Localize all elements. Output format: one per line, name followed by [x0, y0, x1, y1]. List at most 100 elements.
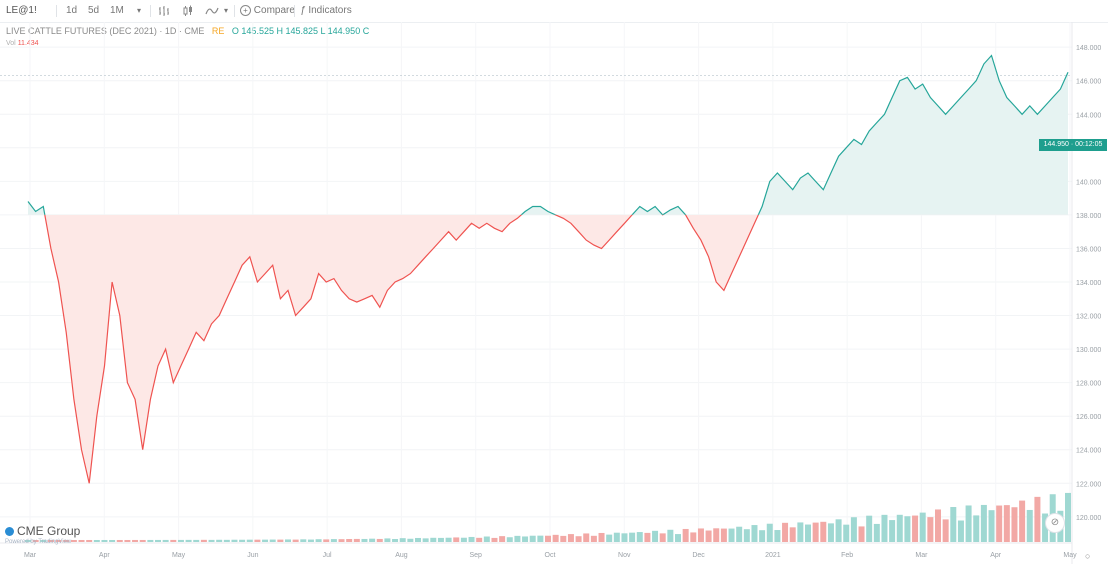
volume-bar [529, 535, 536, 542]
volume-value: 11.434 [17, 40, 39, 47]
interval-5d[interactable]: 5d [88, 5, 100, 16]
volume-bar [269, 539, 276, 542]
volume-bar [32, 540, 39, 542]
volume-bar [407, 538, 414, 542]
price-chart[interactable]: 148.000146.000144.000142.000140.000138.0… [0, 22, 1108, 564]
auto-scale-icon[interactable]: ⊘ [1045, 513, 1065, 533]
volume-bar [537, 535, 544, 542]
volume-bar [728, 528, 735, 542]
volume-bar [223, 539, 230, 542]
volume-bar [774, 530, 781, 542]
y-tick-label: 120.000 [1076, 515, 1101, 522]
x-tick-label: Dec [692, 552, 705, 559]
volume-bar [208, 539, 215, 542]
volume-bar [927, 517, 934, 542]
volume-bar [759, 530, 766, 542]
line-chart-icon[interactable] [205, 5, 219, 17]
cme-logo-text: CME Group [17, 524, 81, 538]
volume-bar [506, 537, 513, 542]
settings-icon[interactable]: ○ [1085, 551, 1091, 561]
compare-button[interactable]: + Compare [240, 5, 295, 17]
volume-bar [216, 539, 223, 542]
volume-bar [743, 529, 750, 542]
interval-1d[interactable]: 1d [66, 5, 78, 16]
volume-bar [636, 532, 643, 542]
volume-bar [1034, 496, 1041, 542]
volume-bar [514, 535, 521, 542]
volume-bar [621, 533, 628, 542]
volume-bar [468, 536, 475, 542]
volume-bar [843, 524, 850, 542]
indicators-button[interactable]: ƒ Indicators [300, 5, 352, 17]
volume-bar [361, 538, 368, 542]
volume-bar [950, 507, 957, 542]
y-tick-label: 144.000 [1076, 112, 1101, 119]
volume-bar [812, 522, 819, 542]
volume-bar [231, 539, 238, 542]
volume-bar [499, 536, 506, 542]
x-tick-label: Apr [990, 552, 1002, 559]
volume-bar [782, 522, 789, 542]
y-tick-label: 136.000 [1076, 246, 1101, 253]
volume-bar [307, 539, 314, 542]
bar-chart-icon[interactable] [158, 5, 170, 17]
y-tick-label: 132.000 [1076, 314, 1101, 321]
x-tick-label: May [1063, 552, 1077, 559]
symbol-search[interactable]: LE@1! [6, 5, 37, 16]
y-tick-label: 134.000 [1076, 280, 1101, 287]
volume-bar [330, 539, 337, 542]
volume-bar [583, 533, 590, 542]
candles-icon[interactable] [182, 5, 194, 17]
volume-bar [935, 509, 941, 542]
volume-bar [63, 539, 70, 542]
volume-bar [437, 537, 444, 542]
volume-bar [575, 536, 582, 542]
x-tick-label: Feb [841, 552, 853, 559]
x-tick-label: Mar [24, 552, 37, 559]
volume-bar [629, 532, 636, 542]
volume-bar [476, 537, 483, 542]
chevron-down-icon[interactable]: ▾ [224, 6, 229, 15]
volume-bar [1019, 500, 1026, 542]
area-fill-up [28, 55, 1068, 215]
powered-by: Powered by TradingView [5, 539, 72, 545]
x-tick-label: Apr [99, 552, 111, 559]
volume-bar [116, 539, 123, 542]
volume-bar [445, 537, 452, 542]
volume-bar [850, 517, 857, 542]
volume-bar [109, 539, 116, 542]
y-tick-label: 146.000 [1076, 79, 1101, 86]
volume-bar [491, 537, 498, 542]
cme-logo: CME Group [5, 524, 80, 538]
volume-bar [47, 539, 54, 542]
volume-bar [246, 539, 253, 542]
volume-bar [789, 527, 796, 542]
volume-bar [40, 539, 47, 542]
volume-bar [315, 539, 322, 542]
volume-bar [170, 539, 177, 542]
volume-bar [323, 539, 330, 542]
volume-bar [1065, 492, 1071, 542]
interval-1m[interactable]: 1M [110, 5, 124, 16]
volume-bar [705, 530, 712, 542]
volume-bar [132, 539, 139, 542]
price-axis[interactable]: 148.000146.000144.000142.000140.000138.0… [1076, 45, 1101, 522]
volume-bar [453, 537, 460, 542]
volume-bar [690, 532, 697, 542]
compare-label: Compare [253, 5, 295, 17]
volume-bar [399, 538, 406, 542]
time-axis[interactable]: Mar Apr May Jun Jul Aug Sep Oct Nov Dec 2021 Feb Mar… [24, 552, 1077, 559]
volume-bar [239, 539, 246, 542]
chevron-down-icon[interactable]: ▾ [137, 6, 142, 15]
volume-bar [415, 537, 421, 542]
x-tick-label: Nov [618, 552, 631, 559]
volume-bar [55, 539, 62, 542]
volume-bar [957, 520, 964, 542]
volume-bar [1026, 509, 1033, 542]
top-toolbar: LE@1! 1d 5d 1M ▾ ▾ + Compare ƒ Indicator… [0, 0, 1108, 23]
volume-bar [980, 504, 987, 542]
plus-circle-icon: + [240, 5, 251, 16]
volume-bar [338, 539, 345, 542]
volume-bar [827, 523, 834, 542]
volume-bar [697, 528, 704, 542]
